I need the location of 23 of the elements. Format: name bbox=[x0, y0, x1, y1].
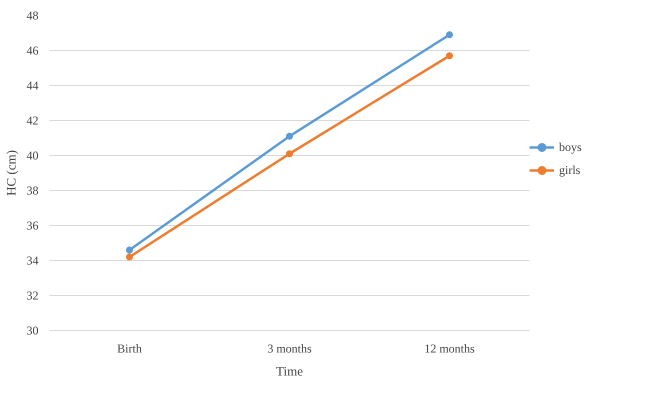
y-tick-label: 46 bbox=[26, 44, 38, 58]
point bbox=[446, 31, 453, 38]
point bbox=[126, 254, 133, 260]
legend-label: boys bbox=[559, 140, 582, 154]
y-tick-label: 36 bbox=[26, 218, 38, 232]
y-tick-label: 38 bbox=[26, 184, 38, 198]
y-tick-label: 48 bbox=[26, 8, 38, 22]
y-tick-label: 34 bbox=[26, 254, 38, 268]
x-axis-title: Time bbox=[276, 364, 304, 378]
y-tick-label: 40 bbox=[26, 148, 38, 162]
y-tick-label: 44 bbox=[26, 78, 38, 92]
point bbox=[126, 246, 133, 254]
y-tick-label: 42 bbox=[26, 114, 38, 128]
y-axis-title: HC (cm) bbox=[4, 150, 18, 196]
legend-label: girls bbox=[559, 162, 580, 178]
point bbox=[446, 52, 453, 60]
point bbox=[286, 150, 293, 158]
x-tick-label: 3 months bbox=[267, 342, 312, 356]
x-tick-label: 12 months bbox=[424, 342, 475, 356]
y-tick-label: 30 bbox=[26, 324, 38, 338]
x-tick-label: Birth bbox=[117, 342, 142, 356]
y-tick-label: 32 bbox=[26, 288, 38, 302]
point bbox=[286, 132, 293, 140]
